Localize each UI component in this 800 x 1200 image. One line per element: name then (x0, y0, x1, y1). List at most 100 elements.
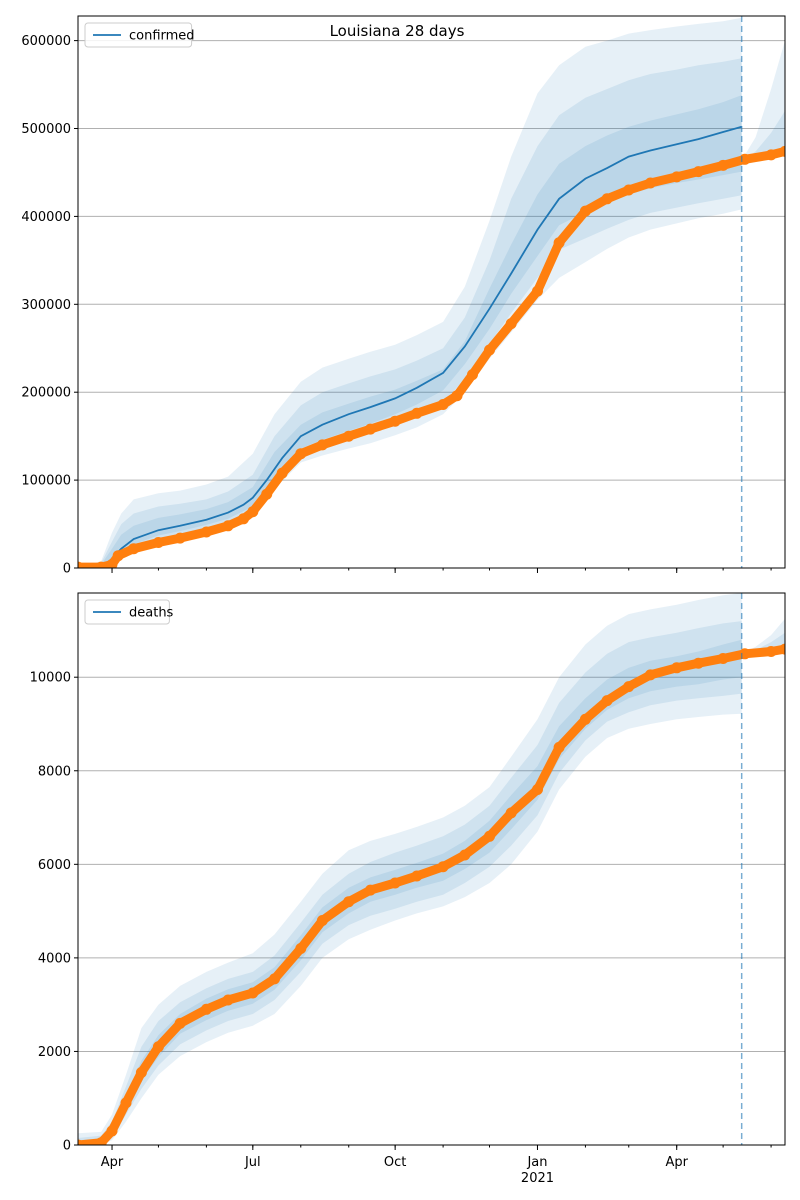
observed-point (411, 407, 423, 419)
observed-point (779, 643, 785, 655)
chart-title: Louisiana 28 days (330, 22, 465, 40)
observed-point (451, 390, 463, 402)
grid-lines (78, 40, 785, 481)
x-tick-label: Jul (244, 1155, 261, 1170)
observed-point (343, 430, 355, 442)
observed-point (644, 177, 656, 189)
y-tick-label: 4000 (38, 951, 71, 966)
observed-point (623, 184, 635, 196)
observed-point (112, 550, 124, 562)
y-tick-label: 300000 (21, 298, 71, 313)
observed-point (765, 646, 777, 657)
legend-box (84, 22, 193, 48)
observed-point (505, 807, 517, 819)
x-tick-label: Jan (526, 1155, 547, 1170)
observed-point (692, 657, 704, 669)
observed-point (152, 1041, 164, 1053)
observed-point (174, 532, 186, 544)
y-tick-label: 2000 (38, 1045, 71, 1060)
observed-point (437, 861, 449, 873)
y-tick-label: 200000 (21, 386, 71, 401)
observed-point (222, 994, 234, 1006)
observed-point (295, 448, 307, 460)
plot-area (78, 593, 785, 1145)
observed-point (261, 488, 273, 500)
observed-point (389, 415, 401, 427)
observed-point (601, 695, 613, 707)
observed-point (692, 166, 704, 178)
confidence-band-0 (78, 17, 742, 568)
observed-point (247, 987, 259, 999)
observed-point (152, 537, 164, 548)
observed-point (765, 149, 777, 161)
observed-point (95, 1137, 107, 1145)
y-tick-label: 10000 (30, 671, 71, 686)
y-tick-label: 6000 (38, 858, 71, 873)
observed-point (78, 1139, 84, 1145)
legend-box (84, 599, 170, 625)
grid-lines (78, 676, 785, 1052)
observed-point (343, 896, 355, 908)
observed-point (247, 506, 259, 518)
observed-point (222, 520, 234, 532)
observed-point (78, 561, 84, 568)
observed-point (553, 741, 565, 753)
legend-label: deaths (129, 606, 174, 621)
observed-point (238, 513, 249, 525)
axes-frame (77, 592, 786, 1146)
observed-point (532, 784, 543, 795)
observed-point (623, 681, 635, 693)
x-tick-label: Apr (101, 1155, 124, 1170)
y-tick-label: 500000 (21, 122, 71, 137)
y-tick-label: 8000 (38, 764, 71, 779)
observed-point (601, 193, 613, 205)
confidence-band-2 (78, 95, 742, 568)
observed-point (579, 713, 591, 725)
observed-point (671, 662, 683, 674)
observed-point (671, 171, 683, 183)
observed-point (411, 870, 423, 882)
forecast-band-0 (741, 40, 785, 166)
observed-point (200, 526, 212, 538)
x-tick-sublabel: 2021 (521, 1171, 554, 1186)
observed-point (505, 318, 517, 330)
observed-point (174, 1017, 186, 1029)
legend: confirmed (84, 22, 195, 48)
observed-point (644, 669, 656, 681)
observed-point (459, 849, 471, 861)
axes-frame (77, 15, 786, 569)
observed-point (106, 559, 118, 568)
observed-point (120, 1097, 132, 1109)
confidence-band-1 (78, 621, 742, 1145)
legend-label: confirmed (129, 29, 195, 44)
observed-point (484, 830, 495, 842)
observed-point (95, 561, 107, 568)
y-tick-label: 0 (63, 562, 71, 577)
observed-point (316, 915, 328, 926)
observed-point (200, 1003, 212, 1015)
observed-point (364, 423, 376, 435)
observed-point (364, 884, 376, 896)
observed-point (553, 237, 565, 249)
legend: deaths (84, 599, 174, 625)
observed-point (269, 973, 280, 985)
observed-point (717, 653, 729, 664)
observed-point (316, 439, 328, 451)
model-line (78, 125, 742, 568)
observed-point (779, 145, 785, 157)
observed-point (717, 159, 729, 171)
y-tick-label: 400000 (21, 210, 71, 225)
observed-point (135, 1067, 147, 1078)
observed-point (295, 943, 307, 954)
observed-point (532, 285, 543, 297)
x-tick-label: Oct (384, 1155, 406, 1170)
observed-point (128, 543, 140, 555)
observed-point (484, 344, 495, 356)
plot-area (78, 17, 785, 568)
observed-point (106, 1125, 118, 1137)
x-tick-label: Apr (665, 1155, 688, 1170)
y-tick-label: 0 (63, 1139, 71, 1154)
observed-point (389, 877, 401, 889)
